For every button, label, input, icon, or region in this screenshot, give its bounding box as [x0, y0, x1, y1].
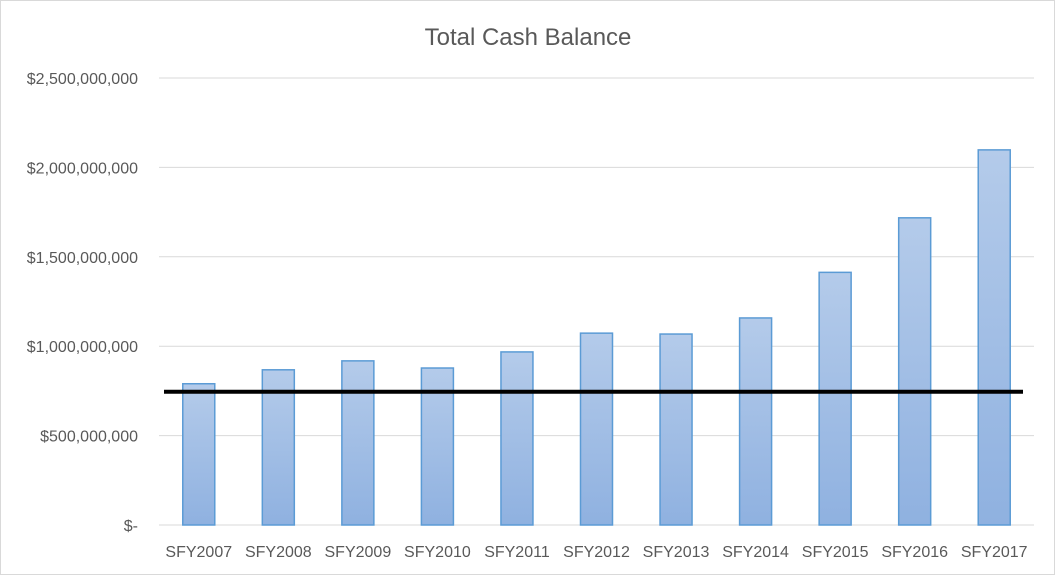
bar [977, 149, 1011, 526]
bar [500, 351, 534, 526]
x-tick-label: SFY2010 [404, 544, 471, 561]
y-tick-label: $500,000,000 [40, 429, 138, 446]
x-axis-labels: SFY2007 SFY2008 SFY2009 SFY2010 SFY2011 SFY20… [165, 544, 1027, 561]
bar [341, 360, 375, 526]
y-axis-labels: $- $500,000,000 $1,000,000,000 $1,500,000,0… [27, 71, 138, 535]
y-tick-label: $2,500,000,000 [27, 71, 138, 88]
bar [579, 332, 614, 526]
x-tick-label: SFY2016 [881, 544, 948, 561]
y-tick-label: $2,000,000,000 [27, 160, 138, 177]
y-tick-label: $1,000,000,000 [27, 339, 138, 356]
bar [420, 367, 455, 526]
y-tick-label: $1,500,000,000 [27, 250, 138, 267]
x-tick-label: SFY2011 [484, 544, 550, 561]
bars [182, 149, 1011, 526]
x-tick-label: SFY2017 [961, 544, 1028, 561]
x-tick-label: SFY2012 [563, 544, 630, 561]
x-tick-label: SFY2007 [165, 544, 232, 561]
x-tick-label: SFY2015 [802, 544, 869, 561]
x-tick-label: SFY2013 [643, 544, 710, 561]
bar [261, 369, 296, 526]
x-tick-label: SFY2008 [245, 544, 312, 561]
bar [897, 217, 932, 526]
bar [182, 382, 216, 526]
y-tick-label: $- [124, 518, 138, 535]
bar [818, 271, 852, 526]
x-tick-label: SFY2009 [325, 544, 392, 561]
bar [659, 333, 693, 526]
bar [738, 317, 773, 526]
x-tick-label: SFY2014 [722, 544, 789, 561]
chart-title: Total Cash Balance [425, 24, 632, 51]
